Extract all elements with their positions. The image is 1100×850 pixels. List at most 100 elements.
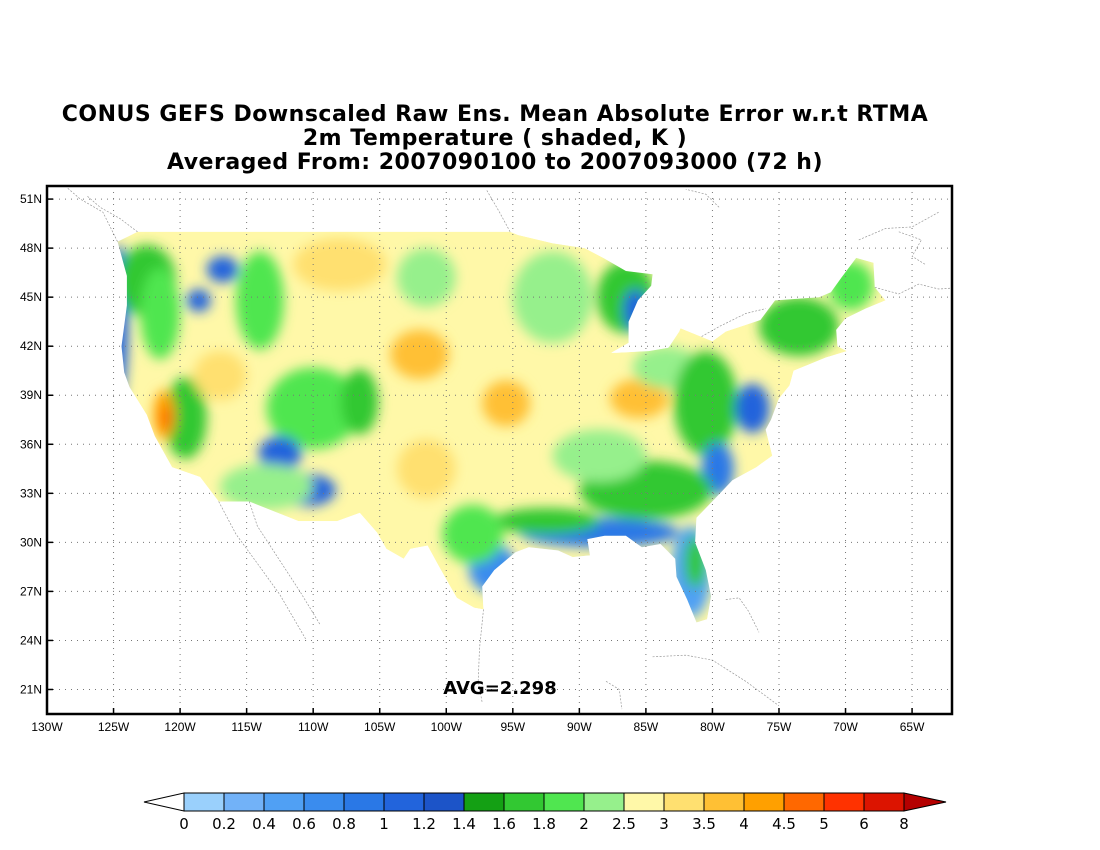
region-east-coast-blue-1 — [735, 383, 770, 433]
lon-tick-label: 70W — [833, 720, 858, 734]
colorbar-swatch — [823, 792, 865, 812]
region-plains-orange-3 — [609, 378, 669, 419]
region-cascades-green — [140, 267, 181, 360]
lat-tick-label: 39N — [20, 388, 42, 402]
latitude-tick-labels: 51N 48N 45N 42N 39N 36N 33N 30N 27N 24N 21N — [20, 192, 53, 696]
region-northeast-green — [759, 297, 839, 357]
colorbar-label: 8 — [899, 815, 909, 833]
colorbar-over-arrow — [903, 792, 947, 812]
graticule — [47, 186, 952, 714]
colorbar-swatch — [183, 792, 225, 812]
colorbar-label: 0.2 — [212, 815, 236, 833]
colorbar-label: 1.4 — [452, 815, 476, 833]
colorbar-label: 0.6 — [292, 815, 316, 833]
colorbar-under-arrow — [143, 792, 185, 812]
lon-tick-label: 115W — [231, 720, 262, 734]
region-upper-midwest-green — [512, 251, 593, 343]
lat-tick-label: 33N — [20, 486, 42, 500]
colorbar-swatch — [743, 792, 785, 812]
coastline-segment — [485, 189, 511, 232]
colorbar-swatch — [303, 792, 345, 812]
region-dakotas-lightgreen — [397, 248, 456, 307]
coastline-segment — [66, 187, 118, 242]
lon-tick-label: 95W — [500, 720, 525, 734]
colorbar-swatch — [343, 792, 385, 812]
colorbar-swatch — [703, 792, 745, 812]
region-colorado-green — [341, 369, 379, 435]
coastline-segment — [725, 597, 760, 633]
region-texas-panhandle-yellow — [397, 439, 456, 499]
colorbar-label: 1.6 — [492, 815, 516, 833]
lon-tick-label: 65W — [900, 720, 925, 734]
colorbar-label: 5 — [819, 815, 829, 833]
lat-tick-label: 45N — [20, 290, 42, 304]
colorbar-swatch — [383, 792, 425, 812]
region-florida-green — [684, 535, 706, 589]
colorbar-label: 3 — [659, 815, 669, 833]
title-line-1: CONUS GEFS Downscaled Raw Ens. Mean Abso… — [61, 102, 929, 127]
lat-tick-label: 27N — [20, 584, 42, 598]
lat-tick-label: 51N — [20, 192, 42, 206]
colorbar-label: 0.8 — [332, 815, 356, 833]
title-line-3: Averaged From: 2007090100 to 2007093000 … — [166, 150, 824, 175]
colorbar-label: 4.5 — [772, 815, 796, 833]
avg-value-label: AVG=2.298 — [443, 678, 556, 699]
longitude-tick-labels: 130W 125W 120W 115W 110W 105W 100W 95W 90W 85W 80W… — [31, 708, 925, 734]
colorbar-label: 1 — [379, 815, 389, 833]
coastline-segment — [685, 188, 720, 208]
coastline-segment — [898, 231, 926, 265]
region-montana-yellow — [293, 238, 387, 291]
error-shaded-field — [117, 231, 886, 623]
region-southeast-lightgreen — [552, 429, 646, 482]
colorbar-label: 0.4 — [252, 815, 276, 833]
colorbar-label: 1.8 — [532, 815, 556, 833]
coastline-outlines — [66, 187, 952, 710]
colorbar-label: 3.5 — [692, 815, 716, 833]
colorbar-swatch — [583, 792, 625, 812]
region-appalachian-green — [673, 351, 738, 456]
region-rockies-green-n — [235, 251, 284, 350]
colorbar-swatch — [503, 792, 545, 812]
coastline-segment — [605, 681, 623, 710]
region-plains-orange-1 — [390, 329, 449, 379]
colorbar — [143, 792, 947, 812]
colorbar-label: 4 — [739, 815, 749, 833]
region-idaho-blue-2 — [186, 288, 211, 312]
colorbar-label: 2.5 — [612, 815, 636, 833]
region-gulf-coast-green — [492, 508, 600, 535]
region-plains-orange-2 — [482, 380, 531, 427]
lat-tick-label: 48N — [20, 241, 42, 255]
title-line-2: 2m Temperature ( shaded, K ) — [302, 126, 688, 151]
lon-tick-label: 130W — [31, 720, 63, 734]
colorbar-swatch — [663, 792, 705, 812]
region-texas-green — [442, 504, 504, 564]
colorbar-swatch — [423, 792, 465, 812]
region-lake-blue — [623, 288, 648, 332]
colorbar-swatch — [783, 792, 825, 812]
lon-tick-label: 110W — [298, 720, 329, 734]
lon-tick-label: 100W — [431, 720, 463, 734]
conus-base-region — [117, 231, 886, 623]
lon-tick-label: 85W — [634, 720, 659, 734]
lon-tick-label: 75W — [767, 720, 792, 734]
colorbar-label: 6 — [859, 815, 869, 833]
lon-tick-label: 105W — [364, 720, 396, 734]
colorbar-swatch — [863, 792, 905, 812]
region-nevada-yellow — [193, 351, 247, 401]
colorbar-label: 2 — [579, 815, 589, 833]
region-sierra-green — [164, 377, 207, 459]
coastline-segment — [218, 501, 307, 641]
region-maine-green — [828, 261, 874, 311]
colorbar-swatch — [543, 792, 585, 812]
lon-tick-label: 80W — [700, 720, 725, 734]
region-four-corners-blue — [258, 436, 302, 473]
colorbar-swatch — [263, 792, 305, 812]
lat-tick-label: 36N — [20, 437, 42, 451]
colorbar-swatch — [223, 792, 265, 812]
lon-tick-label: 90W — [567, 720, 592, 734]
coastline-segment — [874, 283, 952, 295]
colorbar-label: 0 — [179, 815, 189, 833]
lon-tick-label: 120W — [164, 720, 196, 734]
region-southwest-lightgreen — [220, 463, 314, 510]
